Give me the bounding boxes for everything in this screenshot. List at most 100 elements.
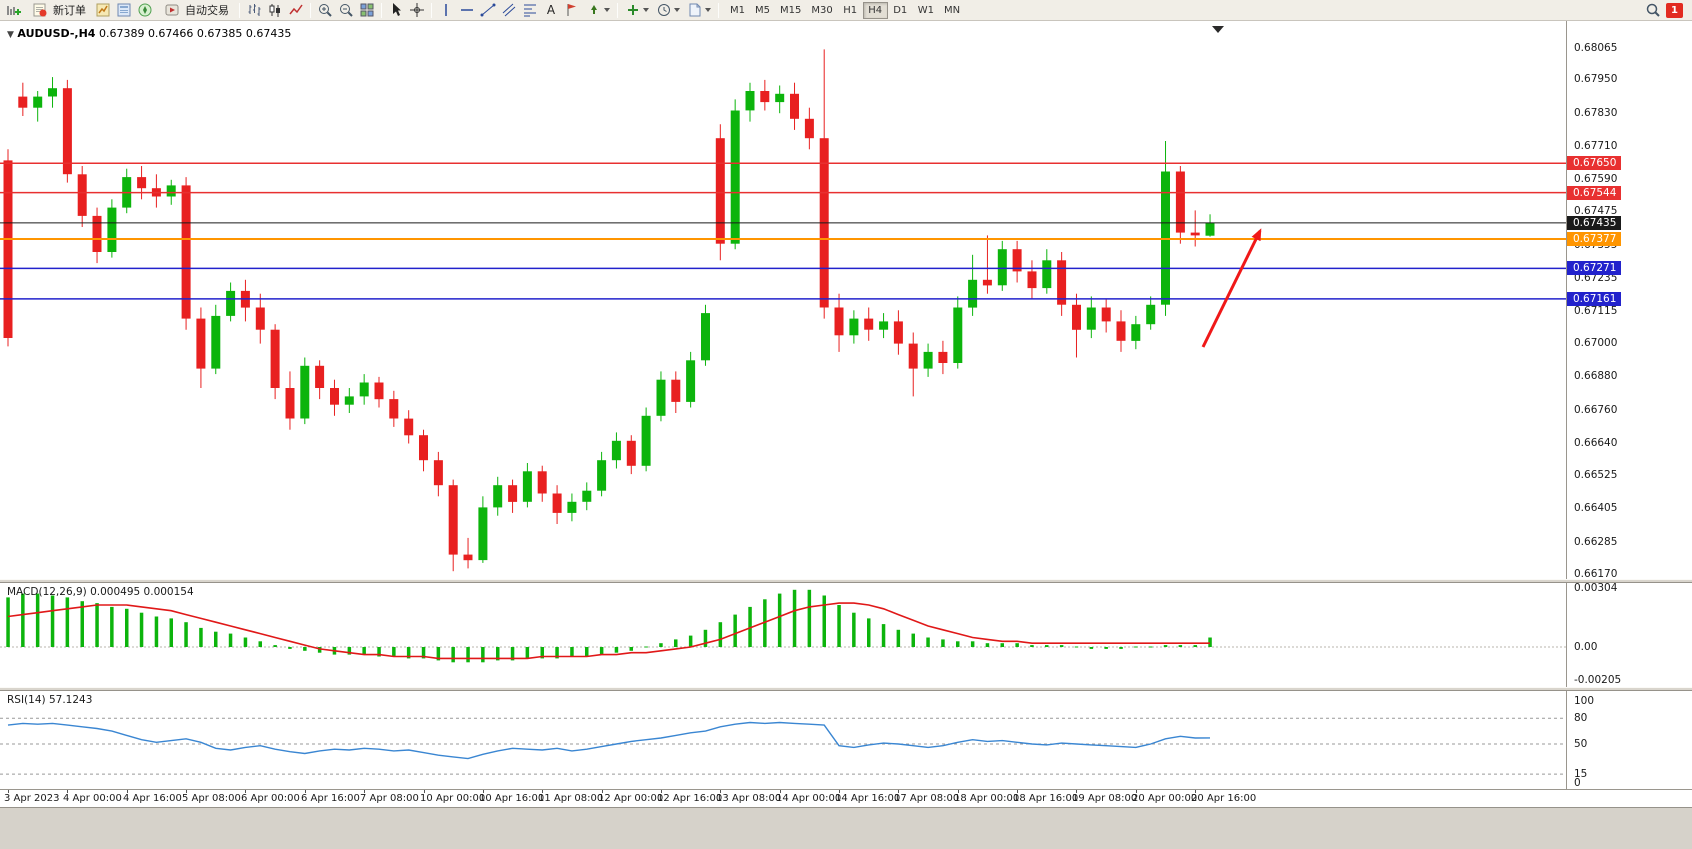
market-watch-icon[interactable]	[93, 1, 113, 19]
autotrading-icon	[162, 1, 182, 19]
timeframe-D1[interactable]: D1	[888, 2, 913, 19]
vertical-line-icon[interactable]	[436, 1, 456, 19]
macd-signal-line	[7, 602, 1210, 660]
collapse-icon[interactable]: ▼	[7, 30, 14, 40]
trendline-icon[interactable]	[478, 1, 498, 19]
time-axis-tick	[1076, 790, 1077, 793]
label-flag-icon[interactable]	[562, 1, 582, 19]
macd-label: MACD(12,26,9) 0.000495 0.000154	[7, 586, 194, 598]
time-axis-tick	[245, 790, 246, 793]
trend-arrow-annotation[interactable]	[1201, 228, 1262, 348]
price-axis-label: 0.66170	[1574, 568, 1618, 580]
timeframe-W1[interactable]: W1	[913, 2, 939, 19]
horizontal-line-icon[interactable]	[457, 1, 477, 19]
rsi-axis-label: 50	[1574, 738, 1588, 750]
timeframe-bar: M1 M5 M15 M30 H1 H4 D1 W1 MN	[725, 1, 965, 19]
macd-axis[interactable]: 0.00304 0.00 -0.00205	[1566, 582, 1692, 687]
timeframe-MN[interactable]: MN	[939, 2, 965, 19]
panel-splitter[interactable]	[0, 579, 1692, 583]
time-axis-label: 3 Apr 2023	[4, 793, 60, 804]
main-chart-panel: 0.68065 0.67950 0.67830 0.67710 0.67590 0.674…	[0, 21, 1692, 580]
time-axis-tick	[1136, 790, 1137, 793]
price-axis-label: 0.67115	[1574, 305, 1618, 317]
time-axis-label: 4 Apr 16:00	[123, 793, 182, 804]
tile-windows-icon[interactable]	[357, 1, 377, 19]
time-axis-label: 4 Apr 00:00	[63, 793, 122, 804]
crosshair-icon[interactable]	[407, 1, 427, 19]
panel-splitter[interactable]	[0, 687, 1692, 691]
equidistant-channel-icon[interactable]	[499, 1, 519, 19]
window-bottom-strip	[0, 807, 1692, 849]
search-icon[interactable]	[1643, 1, 1663, 19]
price-tag-0.67271: 0.67271	[1567, 261, 1622, 275]
chevron-down-icon	[674, 8, 680, 12]
time-axis-label: 10 Apr 16:00	[479, 793, 545, 804]
text-tool-icon[interactable]: A	[541, 1, 561, 19]
price-axis-label: 0.67590	[1574, 173, 1618, 185]
time-axis-tick	[780, 790, 781, 793]
indicators-dropdown[interactable]	[622, 1, 652, 19]
macd-chart[interactable]	[0, 583, 1566, 687]
timeframe-H4[interactable]: H4	[862, 1, 888, 19]
rsi-panel: 100 80 50 15 0 RSI(14) 57.1243	[0, 691, 1692, 789]
timeframe-M1[interactable]: M1	[725, 2, 750, 19]
time-axis-tick	[127, 790, 128, 793]
time-axis[interactable]: 3 Apr 2023 4 Apr 00:00 4 Apr 16:00 5 Apr 08…	[0, 789, 1692, 807]
candlestick-chart[interactable]	[0, 21, 1566, 579]
macd-axis-label: 0.00304	[1574, 582, 1618, 594]
time-axis-tick	[958, 790, 959, 793]
time-axis-label: 19 Apr 08:00	[1072, 793, 1138, 804]
time-axis-label: 18 Apr 16:00	[1013, 793, 1079, 804]
templates-dropdown[interactable]	[684, 1, 714, 19]
price-tag-0.67650: 0.67650	[1567, 156, 1622, 170]
navigator-icon[interactable]	[135, 1, 155, 19]
time-axis-tick	[602, 790, 603, 793]
rsi-chart[interactable]	[0, 691, 1566, 789]
time-axis-tick	[305, 790, 306, 793]
price-axis-label: 0.67710	[1574, 140, 1618, 152]
fibonacci-icon[interactable]	[520, 1, 540, 19]
time-axis-label: 13 Apr 08:00	[716, 793, 782, 804]
toolbar-separator	[431, 2, 432, 18]
macd-value-main: 0.000495	[90, 586, 141, 598]
chart-workspace: 0.68065 0.67950 0.67830 0.67710 0.67590 0.674…	[0, 21, 1692, 849]
macd-value-signal: 0.000154	[143, 586, 194, 598]
toolbar-separator	[310, 2, 311, 18]
chart-ohlc-values: 0.67389 0.67466 0.67385 0.67435	[98, 27, 292, 40]
price-axis-label: 0.67830	[1574, 107, 1618, 119]
autotrading-button[interactable]: 自动交易	[156, 1, 235, 19]
price-axis-label: 0.67235	[1574, 272, 1618, 284]
price-axis[interactable]: 0.68065 0.67950 0.67830 0.67710 0.67590 0.674…	[1566, 21, 1692, 580]
timeframe-M30[interactable]: M30	[806, 2, 837, 19]
rsi-axis[interactable]: 100 80 50 15 0	[1566, 691, 1692, 789]
toolbar-separator	[239, 2, 240, 18]
periods-dropdown[interactable]	[653, 1, 683, 19]
time-axis-label: 6 Apr 00:00	[241, 793, 300, 804]
zoom-in-icon[interactable]	[315, 1, 335, 19]
price-tag-0.67435: 0.67435	[1567, 216, 1622, 230]
timeframe-M5[interactable]: M5	[750, 2, 775, 19]
time-axis-label: 11 Apr 08:00	[538, 793, 604, 804]
line-chart-icon[interactable]	[286, 1, 306, 19]
svg-text:A: A	[547, 3, 556, 17]
time-axis-tick	[424, 790, 425, 793]
zoom-out-icon[interactable]	[336, 1, 356, 19]
candlestick-chart-icon[interactable]	[265, 1, 285, 19]
macd-name: MACD(12,26,9)	[7, 586, 87, 598]
new-order-button[interactable]: 新订单	[24, 1, 92, 19]
cursor-icon[interactable]	[386, 1, 406, 19]
candlestick-series	[3, 49, 1215, 572]
time-axis-label: 12 Apr 00:00	[598, 793, 664, 804]
arrow-tools-dropdown[interactable]	[583, 1, 613, 19]
chart-shift-marker[interactable]	[1212, 26, 1224, 33]
chart-title: ▼ AUDUSD-,H4 0.67389 0.67466 0.67385 0.6…	[7, 27, 291, 40]
macd-axis-label: 0.00	[1574, 641, 1598, 653]
time-axis-label: 10 Apr 00:00	[420, 793, 486, 804]
timeframe-M15[interactable]: M15	[775, 2, 806, 19]
time-axis-tick	[186, 790, 187, 793]
new-chart-icon[interactable]	[3, 1, 23, 19]
data-window-icon[interactable]	[114, 1, 134, 19]
notification-badge[interactable]: 1	[1666, 2, 1683, 18]
timeframe-H1[interactable]: H1	[838, 2, 863, 19]
bar-chart-icon[interactable]	[244, 1, 264, 19]
